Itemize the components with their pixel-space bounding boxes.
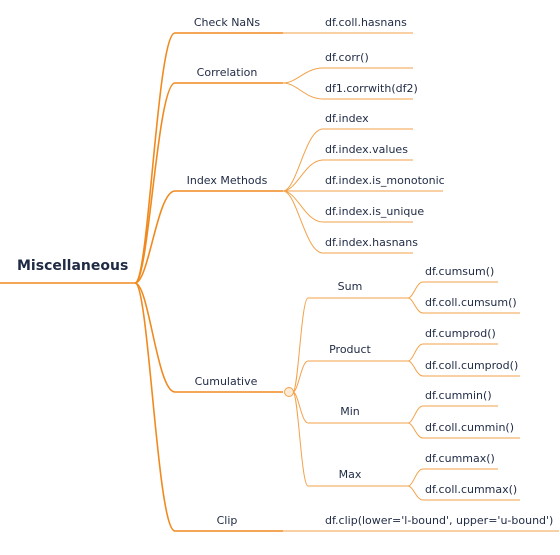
leaf-connector [407, 405, 424, 424]
leaf-connector [407, 297, 424, 314]
leaf-node[interactable]: df.index.values [325, 143, 408, 156]
group-node[interactable]: Max [339, 468, 362, 481]
leaf-node[interactable]: df.cumsum() [425, 265, 494, 278]
leaf-node[interactable]: df.cummax() [425, 452, 495, 465]
node-labels: Miscellaneous Check NaNs df.coll.hasnans C… [17, 16, 553, 527]
group-connector [292, 360, 309, 393]
leaf-connector [407, 485, 424, 501]
branch-connector [134, 190, 176, 284]
leaf-node[interactable]: df.coll.cummin() [425, 421, 514, 434]
leaf-node[interactable]: df1.corrwith(df2) [325, 82, 418, 95]
leaf-connector [282, 82, 324, 100]
leaf-node[interactable]: df.index [325, 112, 369, 125]
leaf-node[interactable]: df.coll.hasnans [325, 16, 407, 29]
group-connector [292, 297, 309, 393]
leaf-connector [407, 422, 424, 439]
leaf-connector [407, 360, 424, 377]
leaf-node[interactable]: df.cumprod() [425, 327, 496, 340]
leaf-node[interactable]: df.index.is_unique [325, 205, 424, 218]
leaf-connector [407, 343, 424, 362]
group-connector [292, 391, 309, 487]
leaf-node[interactable]: df.clip(lower='l-bound', upper='u-bound'… [325, 514, 553, 527]
leaf-connector [282, 67, 324, 84]
leaf-node[interactable]: df.coll.cumprod() [425, 359, 518, 372]
leaf-node[interactable]: df.cummin() [425, 389, 492, 402]
connector-lines [0, 32, 559, 532]
leaf-node[interactable]: df.index.is_monotonic [325, 174, 445, 187]
root-node[interactable]: Miscellaneous [17, 258, 128, 274]
collapse-toggle[interactable] [284, 387, 294, 397]
branch-node[interactable]: Check NaNs [194, 16, 261, 29]
leaf-connector [282, 128, 324, 192]
group-node[interactable]: Product [329, 343, 371, 356]
branch-connector [134, 82, 176, 284]
group-node[interactable]: Sum [338, 280, 363, 293]
leaf-connector [407, 281, 424, 299]
branch-node[interactable]: Cumulative [195, 375, 258, 388]
branch-connector [134, 32, 176, 284]
branch-node[interactable]: Correlation [197, 66, 258, 79]
leaf-connector [407, 468, 424, 487]
group-node[interactable]: Min [340, 405, 360, 418]
branch-connector [134, 282, 176, 393]
branch-node[interactable]: Index Methods [187, 174, 268, 187]
leaf-node[interactable]: df.index.hasnans [325, 236, 418, 249]
branch-node[interactable]: Clip [217, 514, 238, 527]
leaf-connector [282, 159, 324, 192]
leaf-node[interactable]: df.corr() [325, 51, 369, 64]
leaf-node[interactable]: df.coll.cumsum() [425, 296, 517, 309]
leaf-node[interactable]: df.coll.cummax() [425, 483, 517, 496]
leaf-connector [282, 190, 324, 254]
leaf-connector [282, 190, 324, 223]
branch-connector [134, 282, 176, 532]
